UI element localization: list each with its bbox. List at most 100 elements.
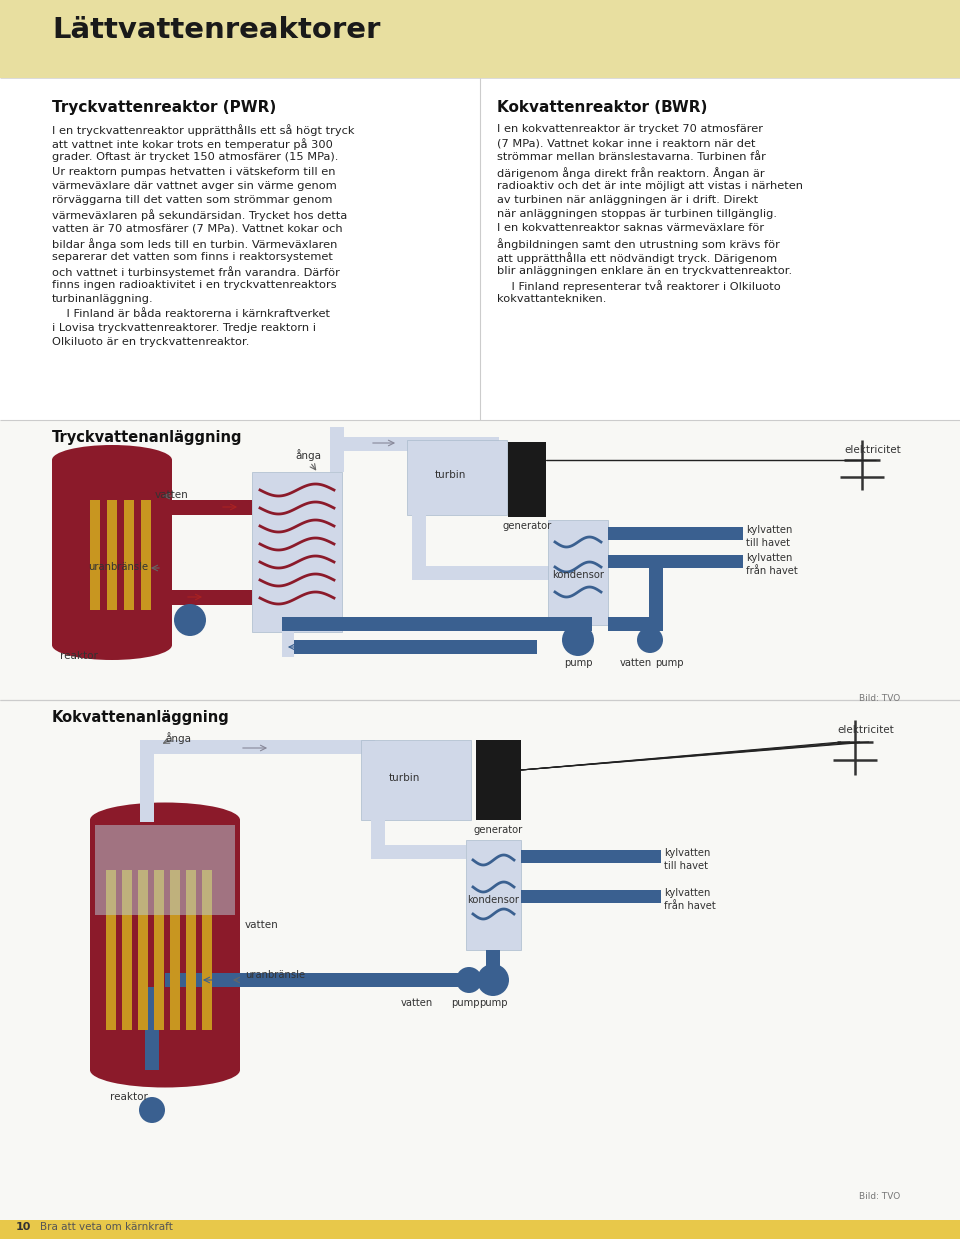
Bar xyxy=(141,501,151,610)
Bar xyxy=(172,501,252,515)
Text: strömmar mellan bränslestavarna. Turbinen får: strömmar mellan bränslestavarna. Turbine… xyxy=(497,152,766,162)
Text: av turbinen när anläggningen är i drift. Direkt: av turbinen när anläggningen är i drift.… xyxy=(497,195,758,204)
Bar xyxy=(145,987,159,1070)
Text: att vattnet inte kokar trots en temperatur på 300: att vattnet inte kokar trots en temperat… xyxy=(52,139,333,150)
Text: kondensor: kondensor xyxy=(552,570,604,580)
Bar xyxy=(486,950,500,980)
Bar xyxy=(0,420,960,700)
Text: I Finland är båda reaktorerna i kärnkraftverket: I Finland är båda reaktorerna i kärnkraf… xyxy=(52,309,330,318)
Text: kylvatten: kylvatten xyxy=(746,553,792,563)
Bar xyxy=(52,460,172,646)
Bar xyxy=(170,870,180,1030)
Circle shape xyxy=(562,624,594,655)
Text: att upprätthålla ett nödvändigt tryck. Därigenom: att upprätthålla ett nödvändigt tryck. D… xyxy=(497,252,778,264)
Text: (7 MPa). Vattnet kokar inne i reaktorn när det: (7 MPa). Vattnet kokar inne i reaktorn n… xyxy=(497,139,756,149)
Text: ånga: ånga xyxy=(165,732,191,743)
Text: elektricitet: elektricitet xyxy=(837,725,894,735)
Text: Bild: TVO: Bild: TVO xyxy=(859,694,900,703)
Bar xyxy=(508,442,546,517)
Text: Kokvattenanläggning: Kokvattenanläggning xyxy=(52,710,229,725)
Bar xyxy=(344,437,499,451)
Bar xyxy=(608,555,743,567)
Bar xyxy=(0,0,960,78)
Ellipse shape xyxy=(52,445,172,475)
Text: turbinanläggning.: turbinanläggning. xyxy=(52,295,154,305)
Bar xyxy=(608,617,663,631)
Text: I en tryckvattenreaktor upprätthålls ett så högt tryck: I en tryckvattenreaktor upprätthålls ett… xyxy=(52,124,354,136)
Bar xyxy=(0,1220,960,1239)
Bar xyxy=(140,740,375,755)
Text: från havet: från havet xyxy=(746,566,798,576)
Bar xyxy=(95,825,235,914)
Text: 10: 10 xyxy=(16,1222,32,1232)
Circle shape xyxy=(637,627,663,653)
Text: kylvatten: kylvatten xyxy=(746,525,792,535)
Text: Lättvattenreaktorer: Lättvattenreaktorer xyxy=(52,16,380,45)
Bar xyxy=(122,870,132,1030)
Text: kondensor: kondensor xyxy=(467,895,519,904)
Bar xyxy=(548,520,608,624)
Bar xyxy=(330,427,344,472)
Bar xyxy=(202,870,212,1030)
Text: ånga: ånga xyxy=(295,449,321,461)
Bar xyxy=(172,590,252,605)
Bar xyxy=(140,740,154,821)
Bar xyxy=(476,740,521,820)
Bar xyxy=(106,870,116,1030)
Text: pump: pump xyxy=(451,997,479,1009)
Bar xyxy=(412,566,567,580)
Bar xyxy=(252,472,342,632)
Bar xyxy=(608,527,743,540)
Text: blir anläggningen enklare än en tryckvattenreaktor.: blir anläggningen enklare än en tryckvat… xyxy=(497,266,792,276)
Ellipse shape xyxy=(90,803,240,838)
Text: bildar ånga som leds till en turbin. Värmeväxlaren: bildar ånga som leds till en turbin. Vär… xyxy=(52,238,337,249)
Text: vatten: vatten xyxy=(245,921,278,930)
Text: Olkiluoto är en tryckvattenreaktor.: Olkiluoto är en tryckvattenreaktor. xyxy=(52,337,250,347)
Circle shape xyxy=(139,1097,165,1123)
Text: pump: pump xyxy=(479,997,507,1009)
Text: reaktor: reaktor xyxy=(110,1092,148,1101)
Text: kylvatten: kylvatten xyxy=(664,847,710,857)
Bar xyxy=(412,515,426,580)
Bar xyxy=(371,820,385,855)
Text: vatten: vatten xyxy=(401,997,433,1009)
Bar xyxy=(521,850,661,864)
Text: Bra att veta om kärnkraft: Bra att veta om kärnkraft xyxy=(40,1222,173,1232)
Text: kylvatten: kylvatten xyxy=(664,888,710,898)
Bar xyxy=(0,78,960,420)
Bar xyxy=(138,870,148,1030)
Text: uranbränsle: uranbränsle xyxy=(245,970,305,980)
Text: Bild: TVO: Bild: TVO xyxy=(859,1192,900,1201)
Text: uranbränsle: uranbränsle xyxy=(88,563,148,572)
Text: kokvattantekniken.: kokvattantekniken. xyxy=(497,295,607,305)
Bar xyxy=(186,870,196,1030)
Text: generator: generator xyxy=(502,522,552,532)
Text: värmeväxlaren på sekundärsidan. Trycket hos detta: värmeväxlaren på sekundärsidan. Trycket … xyxy=(52,209,348,221)
Ellipse shape xyxy=(90,1052,240,1088)
Text: i Lovisa tryckvattenreaktorer. Tredje reaktorn i: i Lovisa tryckvattenreaktorer. Tredje re… xyxy=(52,323,316,333)
Text: till havet: till havet xyxy=(664,861,708,871)
Bar xyxy=(407,440,507,515)
Circle shape xyxy=(456,966,482,992)
Text: separerar det vatten som finns i reaktorsystemet: separerar det vatten som finns i reaktor… xyxy=(52,252,333,261)
Text: när anläggningen stoppas är turbinen tillgänglig.: när anläggningen stoppas är turbinen til… xyxy=(497,209,777,219)
Bar xyxy=(282,617,592,631)
Bar xyxy=(154,870,164,1030)
Text: vatten: vatten xyxy=(155,489,189,501)
Text: Tryckvattenanläggning: Tryckvattenanläggning xyxy=(52,430,243,445)
Text: I Finland representerar två reaktorer i Olkiluoto: I Finland representerar två reaktorer i … xyxy=(497,280,780,292)
Text: och vattnet i turbinsystemet från varandra. Därför: och vattnet i turbinsystemet från varand… xyxy=(52,266,340,278)
Bar xyxy=(124,501,134,610)
Bar xyxy=(361,740,471,820)
Text: finns ingen radioaktivitet i en tryckvattenreaktors: finns ingen radioaktivitet i en tryckvat… xyxy=(52,280,337,290)
Text: Ur reaktorn pumpas hetvatten i vätskeform till en: Ur reaktorn pumpas hetvatten i vätskefor… xyxy=(52,166,335,177)
Text: turbin: turbin xyxy=(435,470,467,479)
Bar xyxy=(371,845,466,859)
Text: elektricitet: elektricitet xyxy=(844,445,900,455)
Text: turbin: turbin xyxy=(389,773,420,783)
Text: Kokvattenreaktor (BWR): Kokvattenreaktor (BWR) xyxy=(497,100,708,115)
Circle shape xyxy=(477,964,509,996)
Circle shape xyxy=(174,603,206,636)
Text: I en kokvattenreaktor saknas värmeväxlare för: I en kokvattenreaktor saknas värmeväxlar… xyxy=(497,223,764,233)
Bar xyxy=(90,501,100,610)
